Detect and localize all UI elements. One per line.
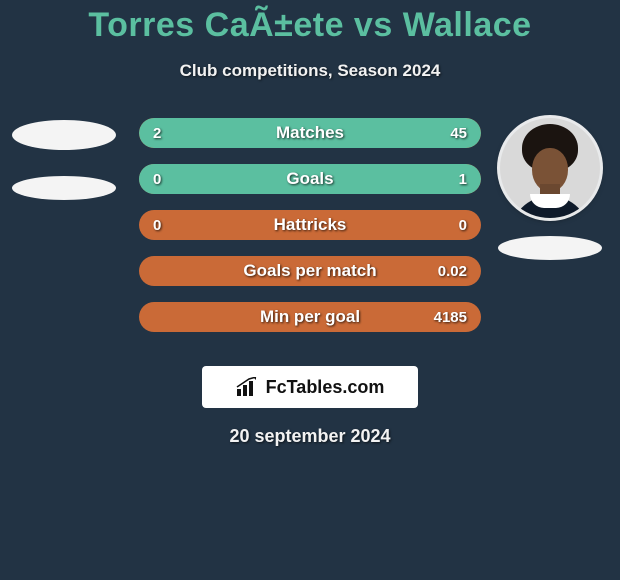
stat-label: Min per goal (139, 307, 481, 327)
stat-row: Matches245 (139, 118, 481, 148)
comparison-subtitle: Club competitions, Season 2024 (0, 61, 620, 81)
stat-fill-right (154, 118, 481, 148)
fctables-logo-text: FcTables.com (266, 377, 385, 398)
stat-value-left: 0 (153, 217, 161, 234)
player-left-column (4, 118, 124, 200)
player-right-club-placeholder (498, 236, 602, 260)
stat-fill-right (139, 164, 481, 194)
player-left-avatar-placeholder (12, 120, 116, 150)
stat-value-right: 4185 (434, 309, 467, 326)
player-right-avatar (500, 118, 600, 218)
comparison-title: Torres CaÃ±ete vs Wallace (0, 0, 620, 45)
player-left-club-placeholder (12, 176, 116, 200)
stats-area: Matches245 Goals01 Hattricks0 0 Goals per ma… (0, 118, 620, 348)
stat-row: Hattricks0 0 (139, 210, 481, 240)
stat-value-right: 0 (459, 217, 467, 234)
infographic-date: 20 september 2024 (0, 426, 620, 447)
fctables-logo: FcTables.com (202, 366, 418, 408)
bar-chart-icon (236, 377, 260, 397)
stat-row: Goals01 (139, 164, 481, 194)
player-right-column (490, 118, 610, 260)
stat-value-right: 0.02 (438, 263, 467, 280)
stat-fill-left (139, 118, 154, 148)
stat-label: Goals per match (139, 261, 481, 281)
stat-label: Hattricks (139, 215, 481, 235)
stat-bars: Matches245 Goals01 Hattricks0 0 Goals per ma… (139, 118, 481, 332)
stat-row: Min per goal4185 (139, 302, 481, 332)
stat-row: Goals per match0.02 (139, 256, 481, 286)
